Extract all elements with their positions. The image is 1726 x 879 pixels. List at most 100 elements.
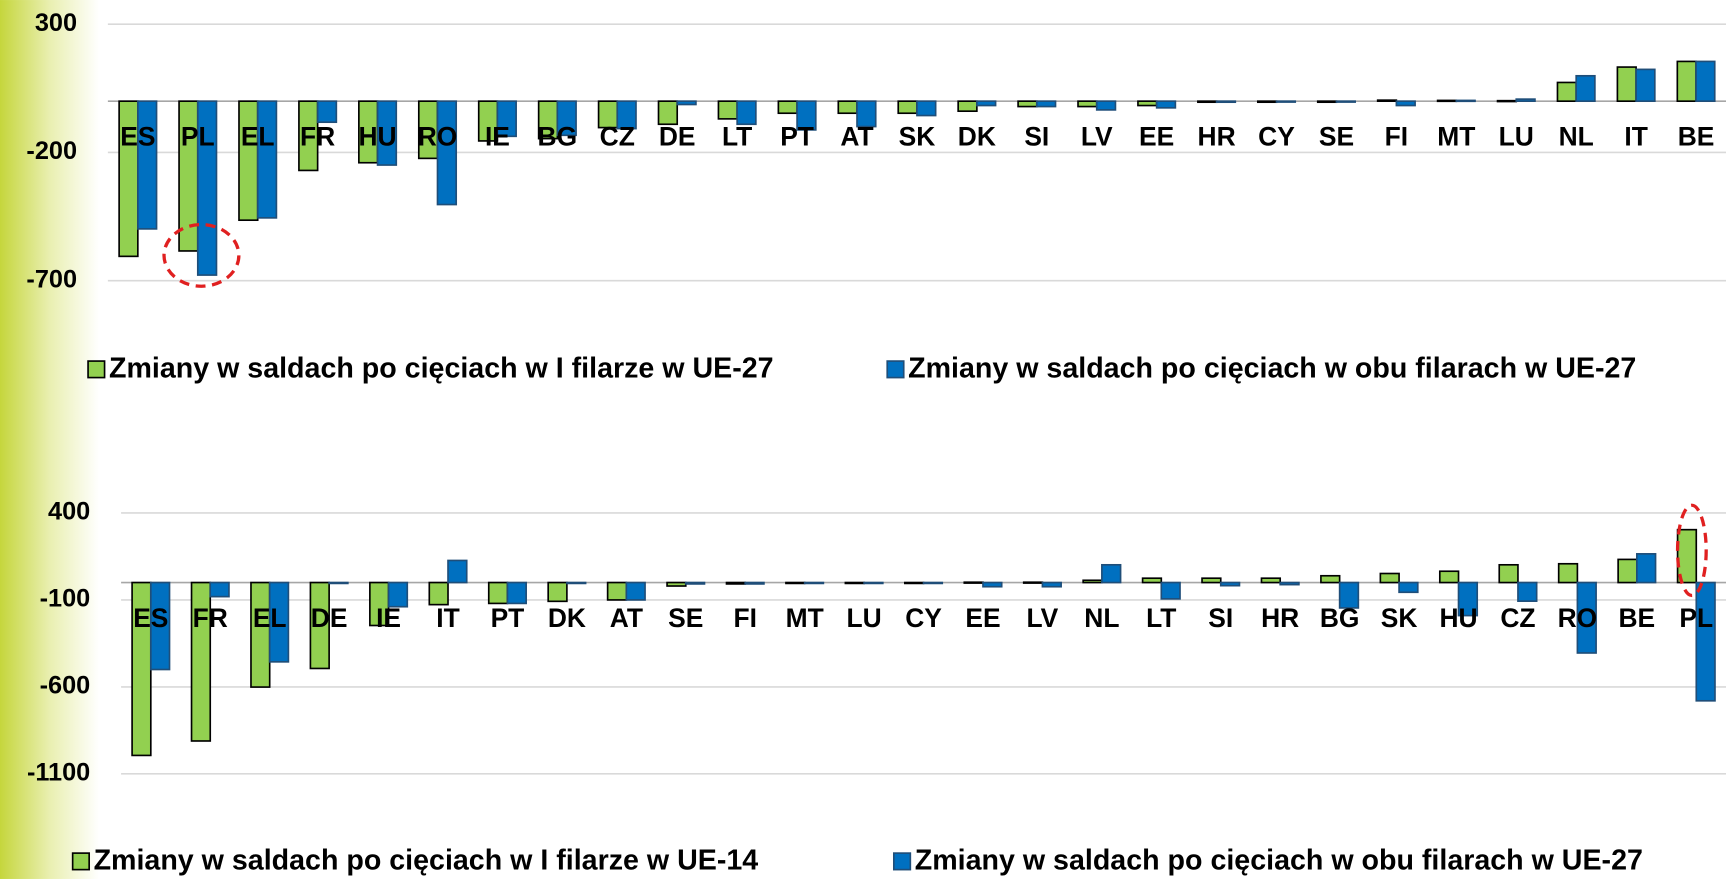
- bar: [666, 581, 687, 587]
- x-tick-label: ES: [133, 603, 168, 633]
- bar: [1095, 100, 1117, 111]
- bar: [1260, 577, 1282, 584]
- bar: [1022, 581, 1044, 584]
- legend-swatch: [87, 360, 106, 379]
- x-tick-label: MT: [786, 603, 824, 633]
- x-tick-label: BG: [538, 122, 578, 152]
- x-tick-label: BE: [1618, 603, 1655, 633]
- bar: [309, 581, 330, 670]
- x-tick-label: MT: [1437, 122, 1475, 152]
- x-tick-label: LU: [846, 603, 881, 633]
- bar: [1279, 581, 1300, 586]
- bar: [487, 581, 509, 605]
- x-tick-label: HU: [358, 122, 396, 152]
- bar: [1275, 100, 1297, 103]
- bar: [436, 100, 458, 206]
- bar: [149, 581, 171, 671]
- bar: [1335, 100, 1356, 103]
- x-tick-label: LU: [1499, 122, 1534, 152]
- x-tick-label: FR: [300, 122, 335, 152]
- bar: [1636, 553, 1657, 584]
- bar: [190, 581, 212, 742]
- x-tick-label: LV: [1027, 603, 1059, 633]
- x-tick-label: LT: [1146, 603, 1176, 633]
- bar: [736, 100, 757, 126]
- bar: [1616, 66, 1637, 103]
- bar: [803, 581, 825, 585]
- bar: [1077, 100, 1098, 108]
- legend-swatch: [892, 852, 912, 871]
- bar: [1316, 100, 1338, 104]
- bar: [1082, 579, 1103, 584]
- bar: [676, 100, 697, 106]
- x-tick-label: BE: [1678, 122, 1715, 152]
- bar: [547, 581, 568, 603]
- bar: [1197, 100, 1218, 104]
- bar: [625, 581, 646, 601]
- legend-label: Zmiany w saldach po cięciach w I filarze…: [94, 844, 759, 876]
- bar: [256, 100, 278, 219]
- x-tick-label: PT: [491, 603, 525, 633]
- bar: [1155, 100, 1177, 109]
- bar: [897, 100, 918, 115]
- bar: [1137, 100, 1158, 107]
- legend-label: Zmiany w saldach po cięciach w I filarze…: [109, 352, 774, 384]
- x-tick-label: DE: [311, 603, 348, 633]
- bar: [556, 100, 577, 137]
- bar: [137, 100, 158, 230]
- bar: [506, 581, 527, 605]
- bar: [1617, 558, 1638, 584]
- bar: [268, 581, 290, 663]
- bar: [1436, 99, 1458, 103]
- bar: [566, 581, 587, 585]
- bar: [1575, 74, 1596, 103]
- bar: [387, 581, 409, 608]
- x-tick-label: BG: [1320, 603, 1360, 633]
- x-tick-label: IT: [1624, 122, 1647, 152]
- x-tick-label: AT: [610, 603, 643, 633]
- bar: [496, 100, 517, 138]
- x-tick-label: EL: [253, 603, 287, 633]
- x-tick-label: SE: [1319, 122, 1354, 152]
- bar: [1398, 581, 1419, 594]
- legend-swatch: [886, 360, 905, 379]
- x-tick-label: EE: [1139, 122, 1174, 152]
- bar: [725, 581, 747, 585]
- x-tick-label: IE: [376, 603, 401, 633]
- plots: 300 -200 -700 ES PL EL FR HU RO IE BG CZ DE LT PT AT SK D…: [26, 9, 1726, 876]
- side-band: [0, 0, 100, 879]
- bar: [1515, 98, 1536, 103]
- x-tick-label: AT: [840, 122, 873, 152]
- x-tick-label: SI: [1208, 603, 1233, 633]
- y-tick-label: -100: [40, 585, 91, 613]
- bar: [316, 100, 338, 124]
- x-tick-label: SI: [1024, 122, 1049, 152]
- highlight-ellipse: [162, 222, 241, 288]
- bar: [1395, 100, 1416, 107]
- x-tick-label: CY: [1258, 122, 1295, 152]
- x-tick-label: RO: [1558, 603, 1598, 633]
- x-tick-label: PT: [780, 122, 814, 152]
- x-tick-label: CZ: [600, 122, 635, 152]
- legend-label: Zmiany w saldach po cięciach w obu filar…: [908, 352, 1636, 384]
- x-tick-label: RO: [418, 122, 458, 152]
- y-tick-label: 400: [48, 498, 90, 526]
- x-tick-label: NL: [1084, 603, 1119, 633]
- x-tick-label: PL: [181, 122, 215, 152]
- x-tick-label: EL: [241, 122, 275, 152]
- bar: [1455, 99, 1476, 103]
- bar: [844, 581, 865, 585]
- bar: [376, 100, 398, 166]
- x-tick-label: EE: [965, 603, 1000, 633]
- legend-swatch: [71, 852, 90, 871]
- x-tick-label: SK: [1381, 603, 1418, 633]
- bar: [1635, 68, 1656, 103]
- bar: [963, 581, 984, 584]
- bar: [916, 100, 937, 117]
- bar: [1557, 562, 1579, 584]
- bar: [606, 581, 628, 601]
- x-tick-label: IT: [436, 603, 459, 633]
- bar: [1215, 100, 1237, 104]
- bar: [1496, 99, 1518, 103]
- bar: [1041, 581, 1062, 588]
